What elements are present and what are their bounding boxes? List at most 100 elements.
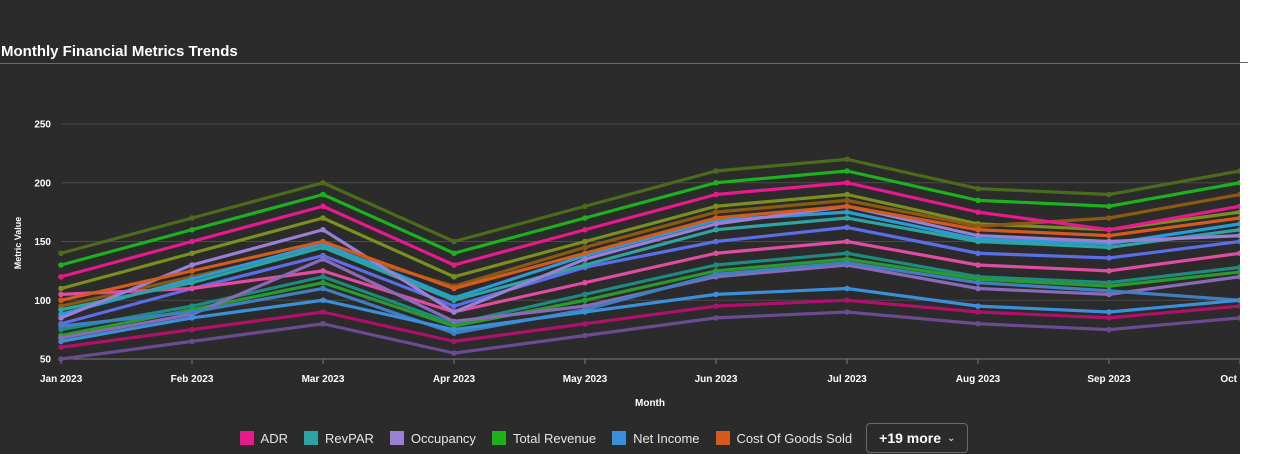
x-tick-label: Oct xyxy=(1220,374,1237,385)
data-point xyxy=(451,303,457,309)
legend-item[interactable]: Net Income xyxy=(612,430,700,446)
data-point xyxy=(844,250,850,257)
data-point xyxy=(713,226,719,233)
data-point xyxy=(1106,226,1112,233)
data-point xyxy=(320,256,326,262)
series-line xyxy=(59,157,1240,255)
data-point xyxy=(713,209,719,215)
series-line xyxy=(59,210,1240,316)
more-series-button[interactable]: +19 more ⌄ xyxy=(866,423,969,453)
data-point xyxy=(189,262,195,268)
y-tick-label: 250 xyxy=(34,120,51,131)
data-point xyxy=(1106,255,1112,261)
data-point xyxy=(58,338,64,345)
data-point xyxy=(58,356,64,362)
data-point xyxy=(844,197,850,204)
data-point xyxy=(844,224,850,231)
data-point xyxy=(1106,309,1112,315)
data-point xyxy=(1106,288,1112,294)
data-point xyxy=(58,306,64,313)
legend-item[interactable]: RevPAR xyxy=(304,431,374,446)
legend-label: RevPAR xyxy=(325,430,374,446)
data-point xyxy=(713,291,719,298)
data-point xyxy=(451,238,457,245)
data-point xyxy=(1237,215,1240,221)
series-line xyxy=(59,310,1240,361)
data-point xyxy=(844,203,850,210)
series-6 xyxy=(58,156,1240,257)
series-line xyxy=(59,257,1240,338)
legend-item[interactable]: Occupancy xyxy=(389,431,476,446)
line-chart: 50 100 150 200 250 Jan 2023 Feb 2023 Mar 2023 Ap… xyxy=(13,120,1240,409)
data-point xyxy=(582,215,588,221)
data-point xyxy=(1237,232,1240,239)
data-point xyxy=(451,273,457,280)
series-line xyxy=(59,181,1240,279)
data-point xyxy=(1237,168,1240,174)
data-point xyxy=(582,238,588,245)
series-line xyxy=(59,251,1240,332)
data-point xyxy=(189,250,195,257)
data-point xyxy=(844,179,850,186)
data-point xyxy=(320,226,326,233)
series-line xyxy=(59,286,1240,343)
data-point xyxy=(844,297,850,304)
data-point xyxy=(189,279,195,286)
data-point xyxy=(713,191,719,198)
series-4 xyxy=(58,285,1240,345)
data-point xyxy=(451,338,457,345)
data-point xyxy=(189,338,195,345)
data-point xyxy=(713,168,719,174)
data-point xyxy=(1237,297,1240,304)
data-point xyxy=(975,320,981,327)
legend-swatch xyxy=(304,431,318,445)
legend-item[interactable]: ADR xyxy=(239,430,288,446)
data-point xyxy=(844,209,850,215)
data-point xyxy=(975,303,981,309)
data-point xyxy=(1106,244,1112,251)
legend-item[interactable]: Cost Of Goods Sold xyxy=(715,430,853,446)
data-point xyxy=(582,244,588,251)
series-line xyxy=(59,169,1240,267)
axes: 50 100 150 200 250 Jan 2023 Feb 2023 Mar 2023 Ap… xyxy=(13,120,1240,409)
data-point xyxy=(58,297,64,304)
data-point xyxy=(582,262,588,268)
data-point xyxy=(1106,326,1112,333)
data-point xyxy=(844,168,850,174)
data-point xyxy=(844,309,850,315)
legend-swatch xyxy=(612,431,627,445)
legend-label: Cost Of Goods Sold xyxy=(736,430,853,446)
data-point xyxy=(582,309,588,315)
data-point xyxy=(1106,191,1112,198)
data-point xyxy=(189,238,195,245)
series-line xyxy=(59,204,1240,320)
data-point xyxy=(713,215,719,221)
data-point xyxy=(713,221,719,227)
data-point xyxy=(975,209,981,215)
series-line xyxy=(59,261,1240,335)
data-point xyxy=(1106,283,1112,289)
x-tick-label: Jun 2023 xyxy=(695,374,738,385)
data-point xyxy=(189,309,195,315)
data-point xyxy=(320,179,326,186)
data-point xyxy=(320,297,326,304)
legend-label: Net Income xyxy=(633,430,700,446)
data-point xyxy=(975,250,981,257)
data-point xyxy=(189,285,195,292)
data-point xyxy=(713,250,719,257)
data-point xyxy=(582,256,588,262)
data-point xyxy=(320,285,326,292)
data-point xyxy=(975,262,981,268)
legend-label: ADR xyxy=(260,430,288,446)
legend-item[interactable]: Total Revenue xyxy=(491,431,596,446)
data-point xyxy=(451,350,457,356)
data-point xyxy=(1237,209,1240,215)
data-point xyxy=(713,238,719,245)
x-tick-label: Aug 2023 xyxy=(956,374,1001,385)
data-point xyxy=(975,197,981,204)
series-line xyxy=(59,192,1240,291)
data-point xyxy=(975,232,981,239)
data-point xyxy=(189,326,195,333)
data-point xyxy=(320,273,326,280)
x-tick-label: May 2023 xyxy=(563,374,608,385)
